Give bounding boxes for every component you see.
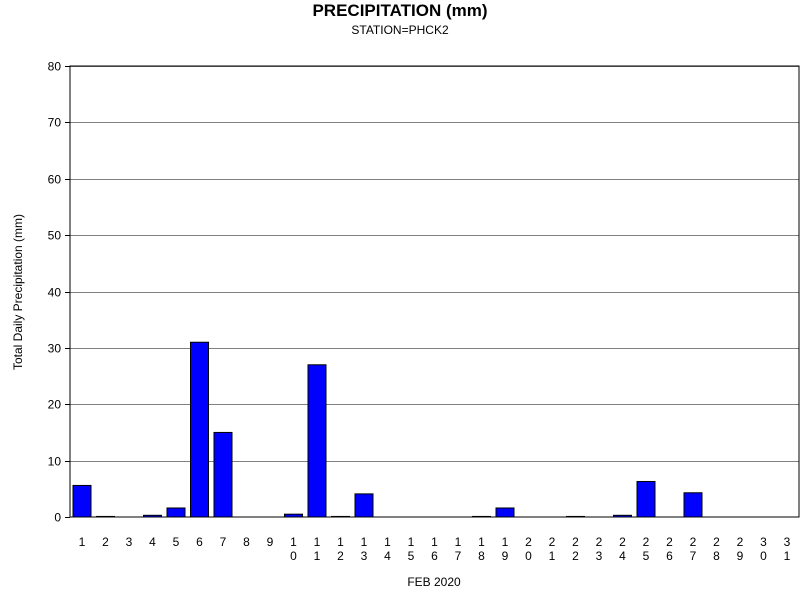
bar-feb-6 — [190, 341, 209, 518]
bar-feb-27 — [683, 492, 703, 518]
y-tick-label: 20 — [48, 398, 62, 412]
bar-feb-19 — [495, 507, 515, 518]
axes-group — [65, 65, 800, 518]
x-tick-labels: 1 2 3 4 5 6 7 8 9 1 01 11 21 31 41 51 61 71 81 92 02 12 22 32 42… — [79, 535, 791, 563]
x-tick-label: 7 — [220, 535, 227, 549]
x-axis-label: FEB 2020 — [407, 575, 461, 589]
y-tick-labels: 0 10 20 30 40 50 60 70 80 — [48, 60, 62, 525]
y-tick-label: 0 — [54, 511, 61, 525]
bar-feb-7 — [213, 431, 233, 518]
bar-feb-11 — [307, 364, 327, 518]
bar-feb-5 — [166, 507, 186, 518]
y-axis-label: Total Daily Precipitation (mm) — [11, 214, 25, 370]
y-tick-label: 70 — [48, 116, 62, 130]
bars-group — [72, 341, 703, 518]
gridlines — [70, 66, 799, 462]
x-tick-label: 2 — [102, 535, 109, 549]
x-tick-label: 1 — [79, 535, 86, 549]
x-tick-label: 4 — [149, 535, 156, 549]
x-tick-label: 8 — [243, 535, 250, 549]
x-tick-label: 9 — [267, 535, 274, 549]
x-tick-label: 5 — [173, 535, 180, 549]
chart-subtitle: STATION=PHCK2 — [351, 23, 449, 37]
chart-title: PRECIPITATION (mm) — [312, 1, 488, 20]
y-tick-label: 50 — [48, 229, 62, 243]
y-tick-label: 10 — [48, 455, 62, 469]
x-tick-label: 6 — [196, 535, 203, 549]
x-tick-label: 3 — [126, 535, 133, 549]
y-tick-label: 40 — [48, 286, 62, 300]
bar-feb-1 — [72, 484, 92, 518]
y-tick-label: 60 — [48, 173, 62, 187]
bar-feb-13 — [354, 493, 374, 518]
y-tick-label: 80 — [48, 60, 62, 74]
y-tick-label: 30 — [48, 342, 62, 356]
bar-feb-25 — [636, 480, 656, 518]
plot-frame — [69, 65, 800, 518]
